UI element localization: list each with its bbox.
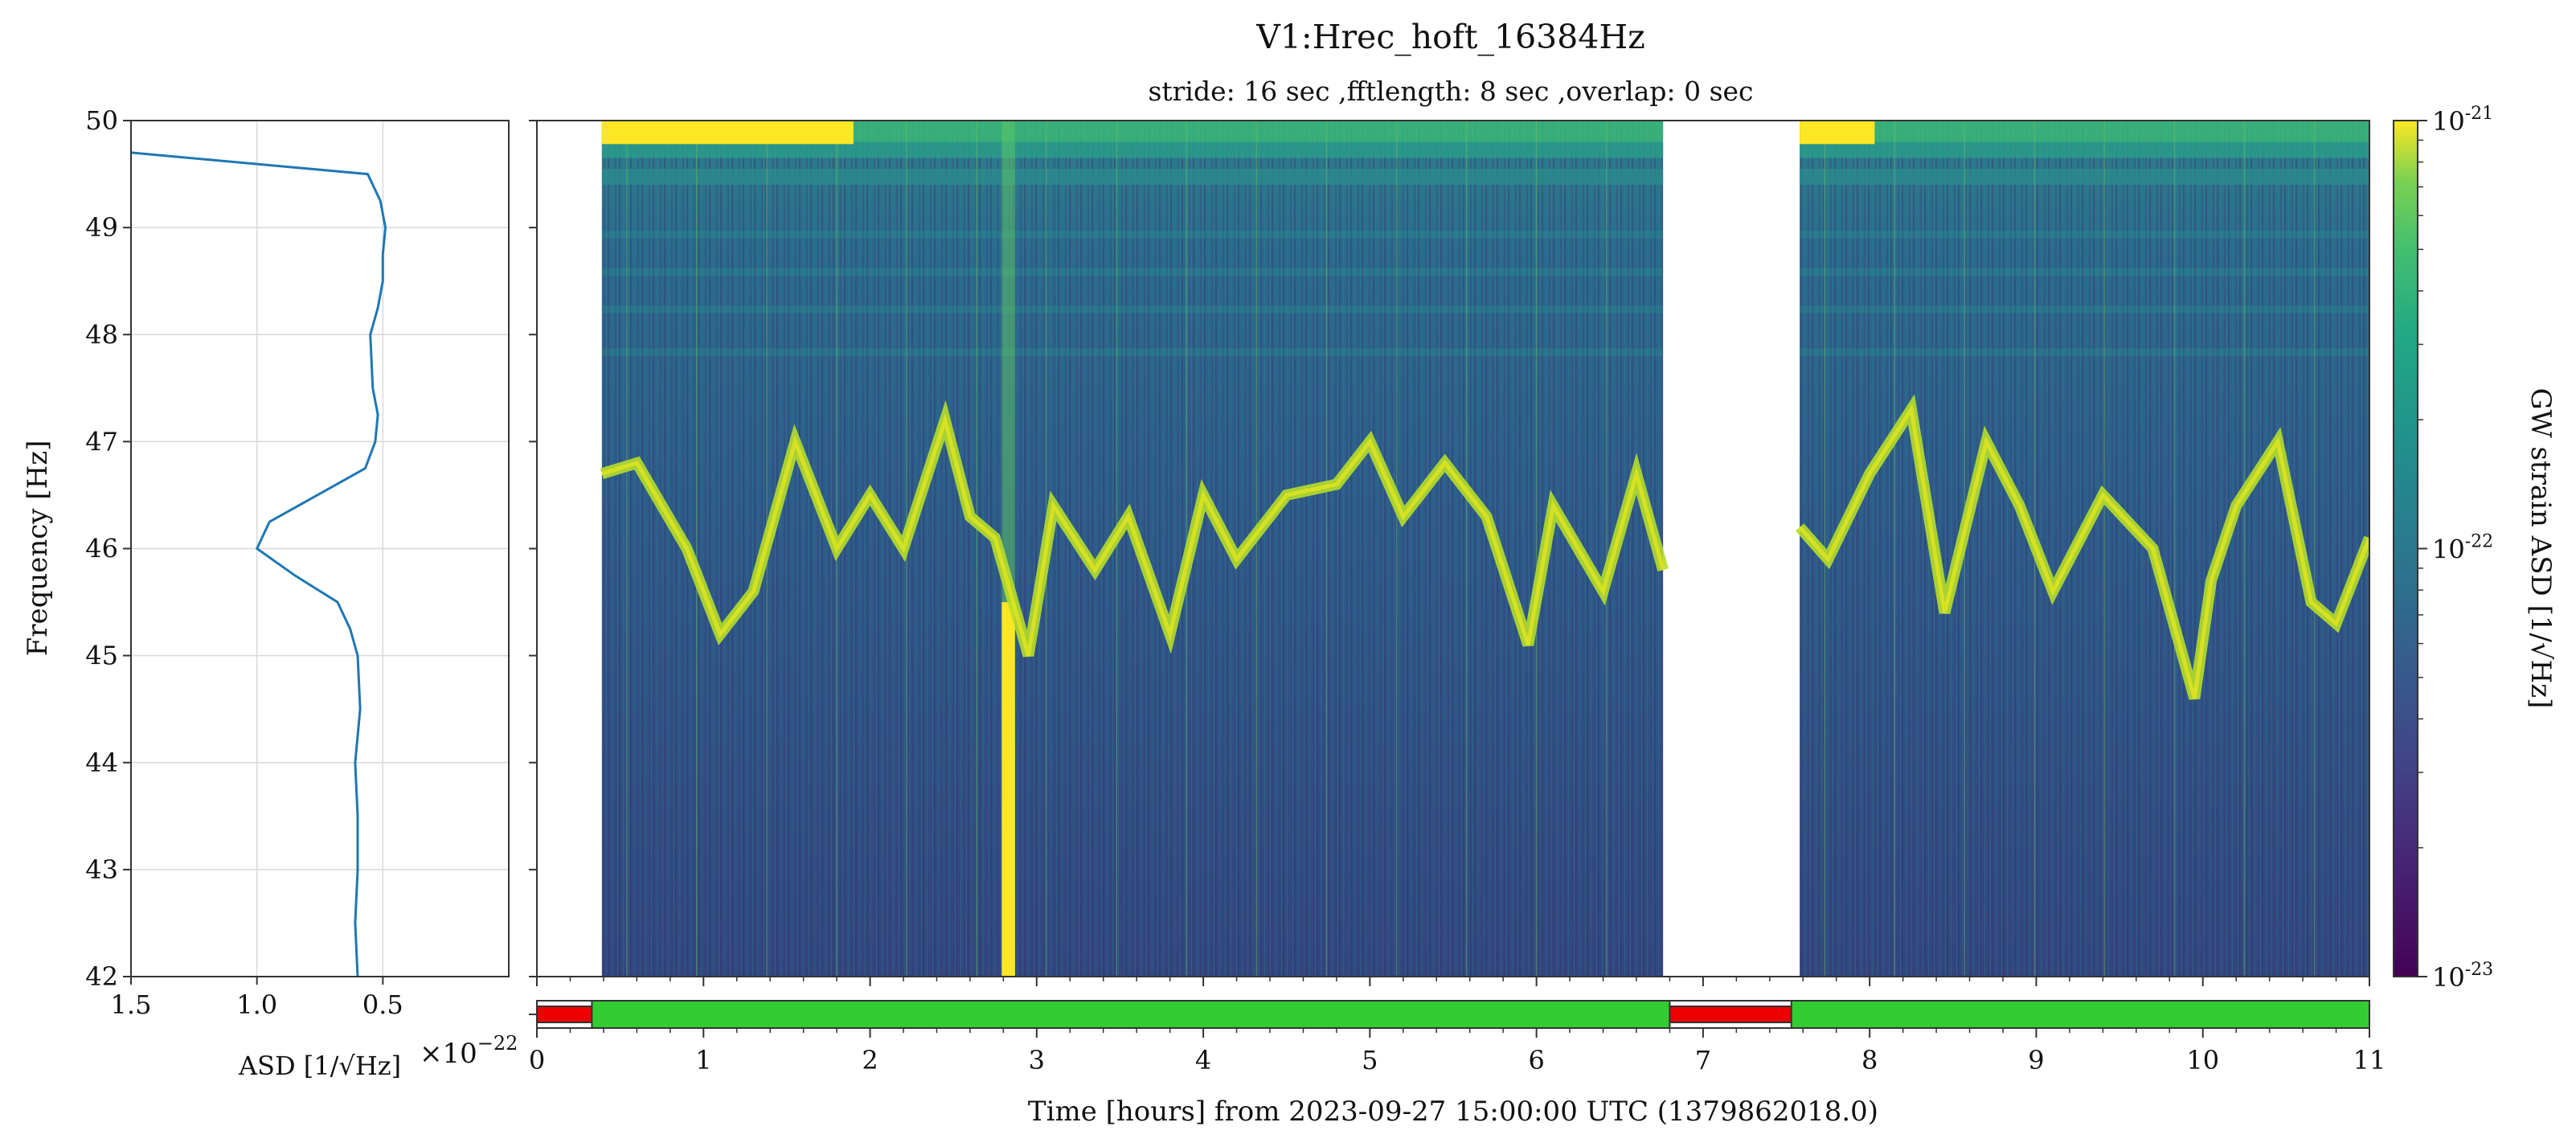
spectrogram-stripe <box>1800 268 2369 277</box>
spectrogram-band <box>1800 121 2369 142</box>
spectrogram-line-feature-2-core <box>1798 403 2369 699</box>
spectrogram-high-band <box>601 121 854 145</box>
time-x-tick-label: 3 <box>1029 1045 1045 1075</box>
asd-y-tick-label: 48 <box>85 319 118 350</box>
spectrogram-stripe <box>601 268 1664 277</box>
time-x-tick-label: 0 <box>529 1045 545 1075</box>
asd-x-multiplier-base: ×10 <box>420 1038 477 1070</box>
figure-title: V1:Hrec_hoft_16384Hz <box>1255 18 1645 56</box>
asd-y-axis-label: Frequency [Hz] <box>22 440 54 657</box>
segment-on <box>591 1000 1671 1029</box>
spectrogram-body <box>601 121 2369 977</box>
spectrogram-noise <box>601 121 1664 977</box>
time-x-tick-label: 11 <box>2353 1045 2386 1075</box>
asd-y-tick-label: 47 <box>85 426 118 457</box>
time-x-tick-label: 8 <box>1861 1045 1878 1075</box>
colorbar-tick-exp: -23 <box>2465 960 2493 980</box>
spectrogram-y-ticks <box>529 120 537 977</box>
spectrogram <box>529 120 2370 977</box>
time-x-axis-label: Time [hours] from 2023-09-27 15:00:00 UT… <box>1028 1096 1878 1128</box>
figure-subtitle: stride: 16 sec ,fftlength: 8 sec ,overla… <box>1148 76 1753 107</box>
asd-y-tick-label: 42 <box>85 961 118 992</box>
asd-y-tick-label: 43 <box>85 854 118 885</box>
colorbar-tick-label: 10-23 <box>2432 960 2493 993</box>
time-x-tick-label: 1 <box>695 1045 711 1075</box>
spectrogram-stripe <box>1800 305 2369 313</box>
asd-x-ticks: 1.5 1.0 0.5 <box>111 977 403 1020</box>
colorbar-tick-label: 10-21 <box>2432 104 2493 137</box>
colorbar-tick-base: 10 <box>2432 962 2465 993</box>
spectrogram-noise <box>1800 121 2369 977</box>
time-x-tick-label: 2 <box>862 1045 878 1075</box>
time-x-ticks: 0 1 2 3 4 5 6 7 8 9 10 11 <box>529 977 2386 1075</box>
asd-y-tick-label: 50 <box>85 105 118 136</box>
colorbar-gradient <box>2393 120 2418 977</box>
colorbar-tick-base: 10 <box>2432 106 2465 137</box>
spectrogram-band <box>1800 168 2369 185</box>
time-x-tick-label: 4 <box>1195 1045 1211 1075</box>
colorbar-label: GW strain ASD [1/√Hz] <box>2525 388 2557 709</box>
spectrogram-band <box>601 141 1664 158</box>
asd-y-tick-label: 44 <box>85 748 118 778</box>
colorbar-tick-exp: -21 <box>2465 104 2493 124</box>
colorbar-tick-label: 10-22 <box>2432 532 2493 565</box>
asd-x-axis-label: ASD [1/√Hz] <box>238 1051 401 1081</box>
asd-panel: 42 43 44 45 46 47 48 49 50 1.5 1.0 0.5 Frequency [… <box>22 105 518 1081</box>
asd-x-multiplier-exp: −22 <box>477 1032 518 1055</box>
spectrogram-band <box>1800 141 2369 158</box>
asd-line <box>131 151 387 977</box>
asd-x-multiplier: ×10−22 <box>420 1032 518 1070</box>
asd-y-tick-label: 46 <box>85 534 118 564</box>
time-x-tick-label: 5 <box>1362 1045 1378 1075</box>
spectrogram-stripe <box>1800 348 2369 356</box>
spectrogram-glitch-column <box>1001 602 1015 977</box>
spectrogram-glitch-column-upper <box>1001 121 1015 603</box>
time-x-tick-label: 9 <box>2028 1045 2044 1075</box>
spectrogram-stripe <box>601 231 1664 239</box>
asd-grid <box>130 120 509 977</box>
colorbar-tick-base: 10 <box>2432 535 2465 565</box>
asd-y-tick-label: 45 <box>85 641 118 671</box>
segment-bars <box>536 1000 2371 1029</box>
asd-x-tick-label: 0.5 <box>362 989 403 1020</box>
asd-x-tick-label: 1.5 <box>111 989 152 1020</box>
segment-off <box>536 1006 593 1023</box>
asd-y-tick-label: 49 <box>85 212 118 243</box>
state-segments: 0 1 2 3 4 5 6 7 8 9 10 11 Time [hours] from 2023-09… <box>529 977 2386 1128</box>
spectrogram-stripe <box>601 348 1664 356</box>
segment-on <box>1790 1000 2371 1029</box>
spectrogram-high-band <box>1800 121 1875 145</box>
spectrogram-line-feature-core <box>601 412 1665 657</box>
colorbar-tick-exp: -22 <box>2465 532 2493 552</box>
time-x-tick-label: 10 <box>2186 1045 2219 1075</box>
time-x-tick-label: 6 <box>1528 1045 1544 1075</box>
asd-y-ticks: 42 43 44 45 46 47 48 49 50 <box>85 105 131 992</box>
spectrogram-band <box>601 168 1664 185</box>
segment-off <box>1669 1006 1792 1023</box>
spectrogram-stripe <box>601 305 1664 313</box>
asd-x-tick-label: 1.0 <box>236 989 277 1020</box>
spectrogram-stripe <box>1800 231 2369 239</box>
time-x-tick-label: 7 <box>1695 1045 1711 1075</box>
